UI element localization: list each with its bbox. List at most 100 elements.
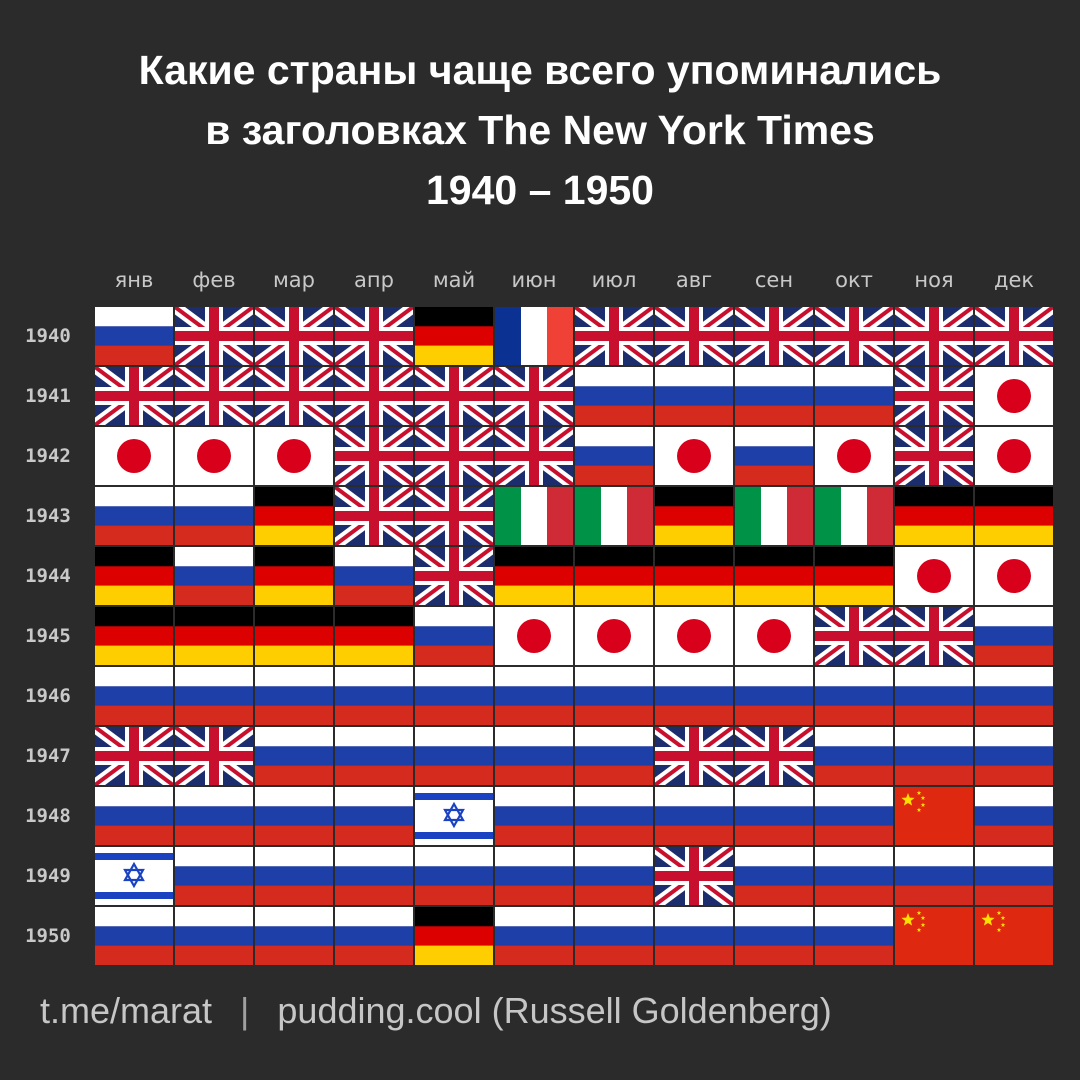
china-flag-icon [895, 907, 973, 965]
russia-flag-icon [95, 667, 173, 725]
russia-flag-icon [575, 667, 653, 725]
month-label: апр [354, 268, 394, 292]
flag-cell-uk [575, 307, 653, 365]
flag-cell-russia [575, 667, 653, 725]
russia-flag-icon [255, 907, 333, 965]
germany-flag-icon [495, 547, 573, 605]
uk-flag-icon [335, 487, 413, 545]
title-line-2: в заголовках The New York Times [205, 107, 875, 153]
flag-cell-germany [815, 547, 893, 605]
russia-flag-icon [495, 787, 573, 845]
flag-cell-russia [255, 787, 333, 845]
russia-flag-icon [575, 367, 653, 425]
uk-flag-icon [735, 307, 813, 365]
uk-flag-icon [575, 307, 653, 365]
flag-cell-russia [175, 787, 253, 845]
china-flag-icon [895, 787, 973, 845]
year-label: 1947 [25, 745, 71, 767]
japan-flag-icon [255, 427, 333, 485]
flag-cell-uk [815, 607, 893, 665]
france-flag-icon [495, 307, 573, 365]
flag-cell-uk [415, 487, 493, 545]
russia-flag-icon [815, 367, 893, 425]
flag-cell-uk [975, 307, 1053, 365]
month-label: фев [192, 268, 236, 292]
chart-title: Какие страны чаще всего упоминались в за… [0, 40, 1080, 220]
japan-flag-icon [175, 427, 253, 485]
flag-cell-uk [255, 367, 333, 425]
flag-cell-uk [495, 367, 573, 425]
germany-flag-icon [575, 547, 653, 605]
flag-cell-germany [655, 487, 733, 545]
flag-cell-russia [655, 787, 733, 845]
flag-cell-russia [735, 427, 813, 485]
flag-cell-uk [895, 607, 973, 665]
germany-flag-icon [335, 607, 413, 665]
uk-flag-icon [815, 307, 893, 365]
flag-cell-russia [175, 907, 253, 965]
flag-cell-uk [335, 367, 413, 425]
flag-cell-japan [255, 427, 333, 485]
flag-cell-russia [175, 547, 253, 605]
month-label: дек [993, 268, 1035, 292]
germany-flag-icon [255, 547, 333, 605]
uk-flag-icon [415, 487, 493, 545]
flag-cell-japan [655, 427, 733, 485]
russia-flag-icon [255, 667, 333, 725]
russia-flag-icon [655, 667, 733, 725]
russia-flag-icon [415, 727, 493, 785]
month-label: окт [835, 268, 873, 292]
italy-flag-icon [495, 487, 573, 545]
year-label: 1944 [25, 565, 71, 587]
germany-flag-icon [415, 907, 493, 965]
russia-flag-icon [335, 787, 413, 845]
flag-cell-russia [175, 847, 253, 905]
flag-cell-uk [335, 487, 413, 545]
month-label: авг [675, 268, 713, 292]
flag-cell-russia [495, 847, 573, 905]
flag-cell-japan [655, 607, 733, 665]
flag-cell-uk [415, 367, 493, 425]
month-label: сен [754, 268, 794, 292]
flag-cell-uk [175, 367, 253, 425]
russia-flag-icon [335, 547, 413, 605]
flag-cell-germany [495, 547, 573, 605]
flag-cell-russia [975, 847, 1053, 905]
israel-flag-icon [415, 787, 493, 845]
flag-cell-russia [815, 907, 893, 965]
flag-cell-japan [495, 607, 573, 665]
flag-cell-japan [575, 607, 653, 665]
flag-cell-russia [495, 907, 573, 965]
russia-flag-icon [335, 727, 413, 785]
year-label: 1945 [25, 625, 71, 647]
flag-cell-uk [655, 307, 733, 365]
russia-flag-icon [335, 907, 413, 965]
flag-cell-russia [95, 907, 173, 965]
russia-flag-icon [815, 727, 893, 785]
russia-flag-icon [735, 667, 813, 725]
uk-flag-icon [735, 727, 813, 785]
germany-flag-icon [255, 607, 333, 665]
russia-flag-icon [975, 667, 1053, 725]
flag-cell-russia [95, 487, 173, 545]
year-label: 1941 [25, 385, 71, 407]
russia-flag-icon [815, 907, 893, 965]
flag-cell-uk [255, 307, 333, 365]
flag-cell-russia [415, 667, 493, 725]
year-label: 1946 [25, 685, 71, 707]
flag-cell-russia [495, 787, 573, 845]
germany-flag-icon [175, 607, 253, 665]
flag-cell-russia [815, 727, 893, 785]
month-label: июл [591, 268, 637, 292]
flag-cell-germany [975, 487, 1053, 545]
israel-flag-icon [95, 847, 173, 905]
flag-cell-russia [95, 787, 173, 845]
title-line-1: Какие страны чаще всего упоминались [138, 47, 942, 93]
uk-flag-icon [175, 727, 253, 785]
flag-cell-japan [815, 427, 893, 485]
germany-flag-icon [415, 307, 493, 365]
italy-flag-icon [575, 487, 653, 545]
russia-flag-icon [575, 907, 653, 965]
japan-flag-icon [975, 367, 1053, 425]
russia-flag-icon [735, 787, 813, 845]
